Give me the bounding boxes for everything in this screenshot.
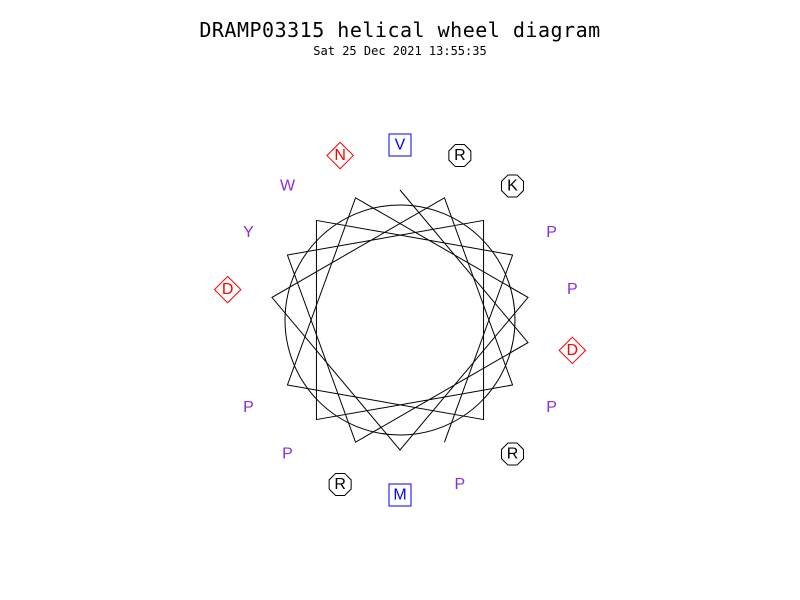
residue-label: P — [282, 446, 293, 463]
residue-label: R — [454, 147, 466, 164]
residue-label: R — [507, 446, 519, 463]
helical-wheel-diagram: V D R Y K R P N P M D R P P W P P — [0, 0, 800, 600]
residue-label: R — [334, 476, 346, 493]
residue-label: W — [280, 177, 296, 194]
residue-label: K — [507, 177, 518, 194]
residue-label: N — [334, 147, 346, 164]
residue-label: D — [567, 342, 579, 359]
residue-label: P — [243, 399, 254, 416]
residue-label: D — [222, 281, 234, 298]
residue-label: P — [546, 224, 557, 241]
residue-label: M — [393, 487, 406, 504]
residue-label: V — [395, 137, 406, 154]
residue-label: P — [567, 281, 578, 298]
residue-label: Y — [243, 224, 254, 241]
residue-label: P — [455, 476, 466, 493]
residue-label: P — [546, 399, 557, 416]
